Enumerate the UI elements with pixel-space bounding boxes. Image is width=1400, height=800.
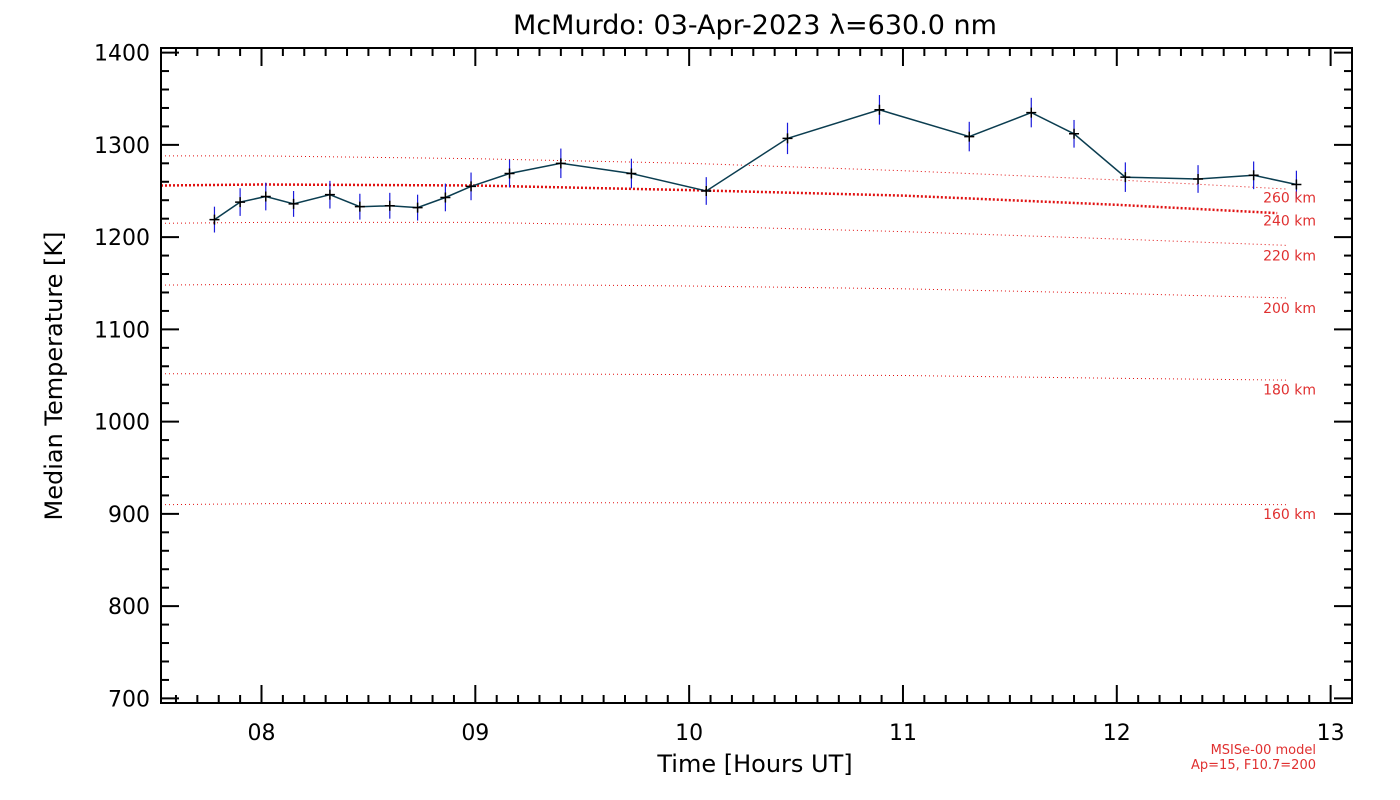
data-point-marker (626, 168, 637, 179)
x-axis-label: Time [Hours UT] (656, 750, 852, 778)
data-point-marker (440, 192, 451, 203)
altitude-curve-180-km (160, 502, 1288, 506)
data-point-marker (324, 189, 335, 200)
data-point-marker (384, 200, 395, 211)
y-tick-label: 700 (108, 687, 150, 712)
altitude-label: 260 km (1263, 190, 1316, 206)
model-annotation-line2: Ap=15, F10.7=200 (1191, 758, 1316, 773)
data-point-marker (1193, 174, 1204, 184)
temperature-series-line (214, 109, 1297, 221)
data-series-layer (209, 95, 1302, 233)
y-tick-label: 1000 (94, 411, 150, 436)
x-tick-label: 11 (889, 721, 917, 746)
altitude-label: 240 km (1263, 214, 1316, 230)
y-tick-label: 1200 (94, 226, 150, 251)
altitude-label: 160 km (1263, 507, 1316, 523)
data-point-marker (260, 191, 271, 202)
y-tick-label: 1300 (94, 134, 150, 159)
altitude-labels-layer: 260 km 240 km 220 km 200 km 180 km 160 km (1263, 190, 1316, 522)
model-mean-curve (160, 183, 1278, 215)
y-tick-label: 900 (108, 503, 150, 528)
data-point-marker (782, 133, 793, 144)
altitude-curve-260-km (161, 155, 1288, 190)
plot-frame (160, 47, 1353, 704)
data-point-marker (288, 198, 299, 209)
y-tick-label: 1400 (94, 42, 150, 67)
data-point-marker (964, 131, 975, 142)
altitude-curves-layer (160, 155, 1288, 506)
x-tick-label: 13 (1317, 721, 1345, 746)
x-tick-label: 08 (247, 721, 275, 746)
data-point-marker (354, 201, 365, 212)
y-tick-label: 800 (108, 595, 150, 620)
altitude-curve-240-km (160, 221, 1288, 246)
data-point-marker (504, 168, 515, 179)
x-tick-label: 09 (461, 721, 489, 746)
altitude-curve-200-km (161, 373, 1288, 381)
altitude-label: 180 km (1263, 382, 1316, 398)
x-tick-label: 12 (1103, 721, 1131, 746)
altitude-curve-220-km (160, 283, 1288, 299)
data-point-marker (1248, 170, 1259, 181)
data-point-marker (1069, 128, 1080, 139)
data-point-marker (555, 158, 566, 169)
model-curve-layer (160, 183, 1278, 215)
y-tick-label: 1100 (94, 318, 150, 343)
data-point-marker (1026, 107, 1037, 118)
data-point-marker (209, 214, 220, 225)
y-axis-label: Median Temperature [K] (40, 231, 68, 520)
model-annotation-line1: MSISe-00 model (1211, 743, 1316, 758)
data-point-marker (466, 181, 477, 192)
data-point-marker (701, 185, 712, 196)
data-point-marker (874, 104, 885, 115)
chart-title: McMurdo: 03-Apr-2023 λ=630.0 nm (513, 10, 997, 41)
data-point-marker (235, 197, 246, 208)
altitude-label: 200 km (1263, 301, 1316, 317)
data-point-marker (1291, 179, 1302, 190)
altitude-label: 220 km (1263, 249, 1316, 265)
data-point-marker (1120, 172, 1131, 183)
data-point-marker (412, 202, 423, 213)
axes-layer: 08 09 10 11 12 13 700 800 900 1000 1100 1200 1300 140… (94, 42, 1353, 746)
x-tick-label: 10 (675, 721, 703, 746)
